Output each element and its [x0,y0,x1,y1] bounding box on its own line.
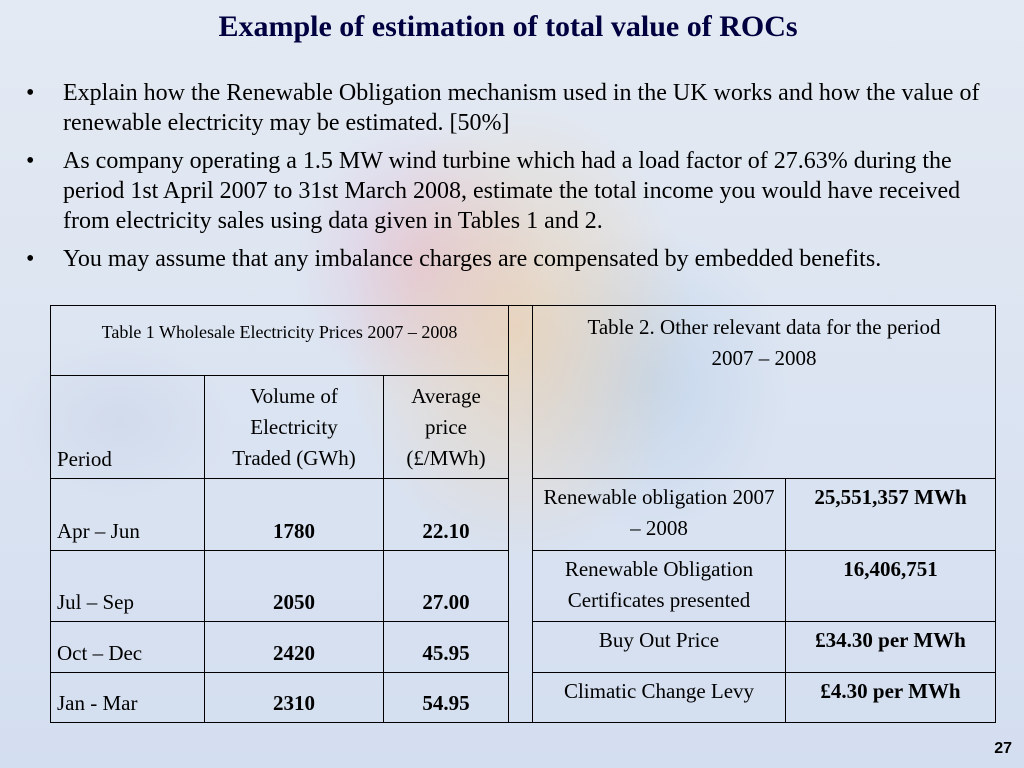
table1-cell: 2420 [204,621,384,673]
table1-cell: Jul – Sep [50,550,205,622]
table1-header: Average price (£/MWh) [383,375,509,479]
slide-title: Example of estimation of total value of … [218,10,798,43]
table2-cell: 16,406,751 [785,550,996,622]
table2-cell: Climatic Change Levy [532,672,786,723]
table1-cell: 27.00 [383,550,509,622]
table-spacer [508,305,533,723]
bullet: You may assume that any imbalance charge… [22,244,1012,274]
page-number: 27 [994,740,1012,757]
table2-cell: £4.30 per MWh [785,672,996,723]
table1-cell: 45.95 [383,621,509,673]
table1-cell: Oct – Dec [50,621,205,673]
table1-cell: Jan - Mar [50,672,205,723]
table1-caption: Table 1 Wholesale Electricity Prices 200… [50,305,509,376]
table2-cell: Renewable Obligation Certificates presen… [532,550,786,622]
table2-cell: Buy Out Price [532,621,786,673]
bullet-list: Explain how the Renewable Obligation mec… [22,78,1012,282]
bullet: Explain how the Renewable Obligation mec… [22,78,1012,138]
table2-cell: 25,551,357 MWh [785,478,996,551]
table1-cell: 2310 [204,672,384,723]
table1-cell: 22.10 [383,478,509,551]
table1-cell: 2050 [204,550,384,622]
bullet: As company operating a 1.5 MW wind turbi… [22,146,1012,236]
table2-cell: £34.30 per MWh [785,621,996,673]
table1-header: Period [50,375,205,479]
table2-cell: Renewable obligation 2007 – 2008 [532,478,786,551]
table1-cell: 54.95 [383,672,509,723]
table1-header: Volume of Electricity Traded (GWh) [204,375,384,479]
table2-caption: Table 2. Other relevant data for the per… [532,305,996,479]
table1-cell: Apr – Jun [50,478,205,551]
table1-cell: 1780 [204,478,384,551]
